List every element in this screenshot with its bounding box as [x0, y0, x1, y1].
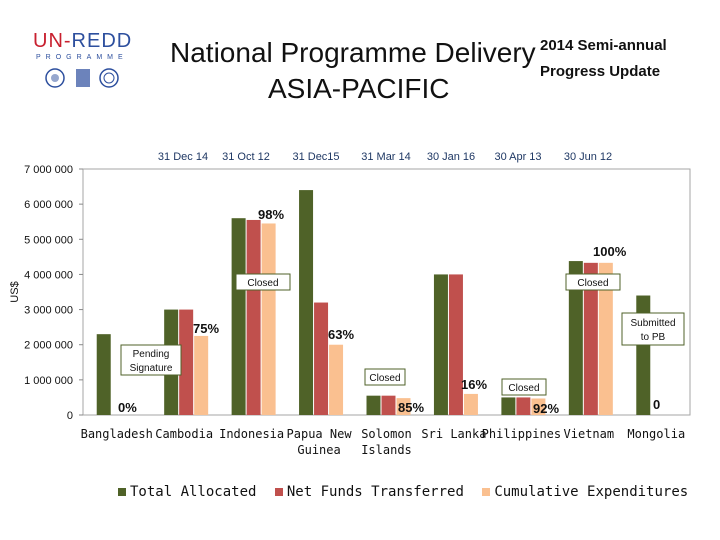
annotation-label: Pending	[133, 349, 170, 360]
bar	[433, 274, 448, 415]
legend-swatch-total-allocated	[118, 488, 126, 496]
bar	[246, 219, 261, 415]
logo-wordmark: UN-REDD	[33, 30, 132, 53]
x-category-label: Philippines	[482, 427, 561, 441]
legend-item-cumulative: Cumulative Expenditures	[482, 484, 688, 500]
annotation-label: Closed	[247, 278, 278, 289]
annotation-box	[235, 273, 291, 291]
x-category-label: Sri Lanka	[421, 427, 486, 441]
x-category-label: Guinea	[297, 443, 340, 457]
bar	[516, 397, 531, 415]
report-label-line1: 2014 Semi-annual	[540, 37, 667, 54]
y-tick-label: 0	[67, 410, 73, 422]
date-label: 30 Jan 16	[427, 151, 475, 163]
bar	[366, 395, 381, 415]
x-category-label: Islands	[361, 443, 412, 457]
x-category-label: Bangladesh	[81, 427, 153, 441]
annotation-label: Signature	[130, 363, 173, 374]
annotation-label: Closed	[369, 373, 400, 384]
partner-logos-icon	[45, 68, 119, 88]
bar	[463, 393, 478, 415]
legend-label-total-allocated: Total Allocated	[130, 484, 257, 500]
x-category-label: Indonesia	[219, 427, 284, 441]
annotation-percent: 98%	[258, 207, 284, 222]
x-category-label: Vietnam	[564, 427, 615, 441]
bar	[314, 302, 329, 415]
annotation-box	[501, 378, 547, 396]
bar	[299, 190, 314, 415]
bar	[501, 397, 516, 415]
x-category-label: Cambodia	[155, 427, 213, 441]
bar	[531, 398, 546, 415]
annotation-label: Closed	[508, 383, 539, 394]
y-tick-label: 3 000 000	[24, 305, 73, 317]
bar	[261, 223, 276, 415]
y-tick-label: 4 000 000	[24, 269, 73, 281]
date-label: 31 Mar 14	[361, 151, 411, 163]
bar	[598, 262, 613, 415]
legend-item-net-funds: Net Funds Transferred	[274, 484, 464, 500]
annotation-label: to PB	[641, 332, 666, 343]
annotation-percent: 92%	[533, 401, 559, 416]
legend-item-total-allocated: Total Allocated	[118, 484, 256, 500]
legend-swatch-net-funds	[274, 488, 283, 496]
annotation-percent: 0%	[118, 400, 137, 415]
date-label: 31 Dec15	[292, 151, 339, 163]
legend-label-cumulative: Cumulative Expenditures	[494, 484, 689, 500]
chart-legend: Total Allocated Net Funds Transferred Cu…	[118, 484, 698, 500]
annotation-box	[364, 368, 406, 386]
bar	[96, 334, 111, 415]
legend-label-net-funds: Net Funds Transferred	[286, 484, 464, 500]
bar	[396, 398, 411, 415]
x-category-label: Mongolia	[627, 427, 685, 441]
bar	[194, 335, 209, 415]
annotation-percent: 63%	[328, 327, 354, 342]
y-axis-label: US$	[9, 281, 21, 302]
annotation-percent: 0	[653, 397, 660, 412]
un-redd-logo: UN-REDD PROGRAMME	[33, 30, 133, 100]
page-title: National Programme Delivery	[170, 37, 536, 68]
x-category-label: Solomon	[361, 427, 412, 441]
page-subtitle: ASIA-PACIFIC	[268, 73, 450, 104]
logo-text-redd: REDD	[71, 30, 133, 52]
x-category-label: Papua New	[287, 427, 353, 441]
annotation-box	[120, 344, 182, 376]
bar	[329, 344, 344, 415]
bar	[231, 218, 246, 415]
logo-subtext: PROGRAMME	[36, 54, 128, 61]
annotation-label: Submitted	[630, 318, 675, 329]
date-label: 31 Dec 14	[158, 151, 208, 163]
y-tick-label: 5 000 000	[24, 234, 73, 246]
bar	[583, 262, 598, 415]
annotation-box	[621, 312, 685, 346]
date-label: 30 Apr 13	[494, 151, 541, 163]
annotation-percent: 16%	[461, 377, 487, 392]
y-tick-label: 7 000 000	[24, 164, 73, 176]
annotation-percent: 75%	[193, 321, 219, 336]
y-tick-label: 1 000 000	[24, 375, 73, 387]
logo-text-un: UN-	[33, 30, 72, 52]
annotation-box	[565, 273, 621, 291]
y-tick-label: 6 000 000	[24, 199, 73, 211]
date-label: 31 Oct 12	[222, 151, 270, 163]
bar	[381, 395, 396, 415]
legend-swatch-cumulative	[482, 488, 491, 496]
y-tick-label: 2 000 000	[24, 340, 73, 352]
report-label-line2: Progress Update	[540, 63, 661, 80]
annotation-percent: 100%	[593, 244, 627, 259]
date-label: 30 Jun 12	[564, 151, 612, 163]
bar	[448, 274, 463, 415]
annotation-label: Closed	[577, 278, 608, 289]
annotation-percent: 85%	[398, 400, 424, 415]
bar	[568, 261, 583, 415]
bar	[179, 309, 194, 415]
